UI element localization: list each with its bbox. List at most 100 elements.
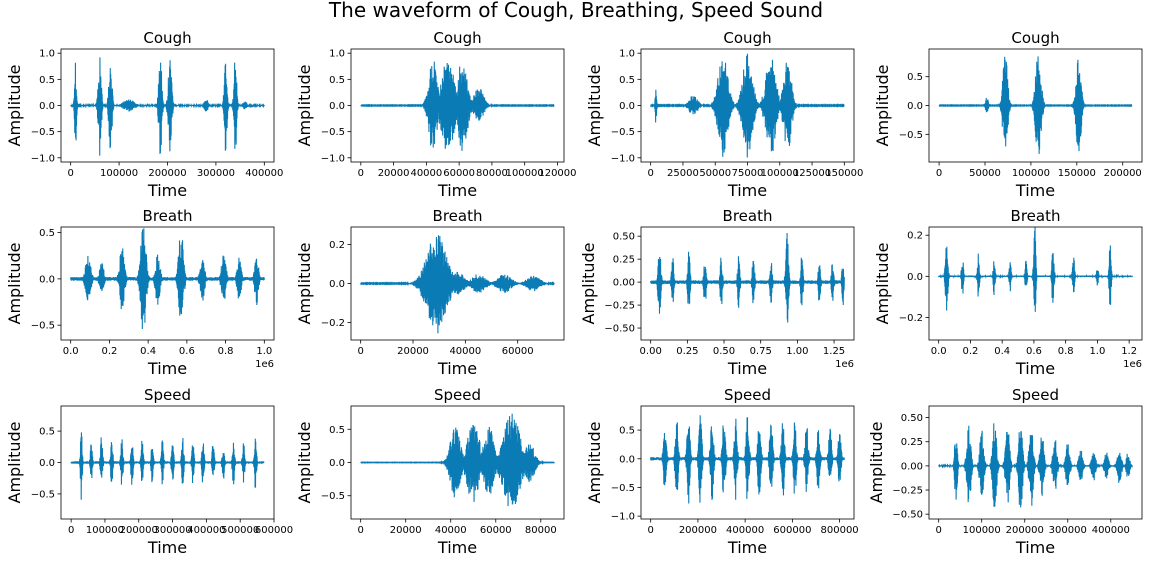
y-tick-label: 0.00 (901, 461, 923, 472)
y-tick-label: 0.0 (39, 458, 55, 469)
x-axis-label: Time (1015, 181, 1055, 200)
x-tick-label: 0.0 (931, 346, 947, 357)
x-tick-label: 20000 (378, 168, 410, 179)
subplot-6: 0 20000 40000 60000 −0.2 0.0 0.2 Breath Time Ampl… (295, 207, 565, 378)
y-tick-label: 0.5 (329, 425, 345, 436)
waveform-line (360, 61, 555, 151)
x-tick-label: 125000 (793, 168, 831, 179)
y-tick-label: −1.0 (611, 153, 635, 164)
waveform-line (70, 228, 265, 329)
x-tick-label: 50000 (969, 168, 1001, 179)
x-tick-label: 100000 (761, 168, 799, 179)
x-axis-label: Time (1015, 359, 1055, 378)
x-tick-label: 200000 (148, 168, 186, 179)
y-tick-label: 0.0 (329, 101, 345, 112)
waveform-line (70, 432, 265, 500)
subplot-1: 0 100000 200000 300000 400000 −1.0 −0.5 0.0 0.5 1… (5, 29, 283, 200)
y-tick-label: 0.5 (907, 72, 923, 83)
y-tick-label: −1.0 (31, 153, 55, 164)
x-tick-label: 0.4 (994, 346, 1010, 357)
subplot-4: 0 50000 100000 150000 200000 −0.5 0.0 0.5 Cough T… (873, 29, 1143, 200)
x-tick-label: 0.75 (750, 346, 772, 357)
x-tick-label: 0.2 (962, 346, 978, 357)
x-tick-label: 0.00 (640, 346, 662, 357)
x-tick-label: 1.0 (256, 346, 272, 357)
x-tick-label: 0 (357, 525, 363, 536)
waveform-line (938, 56, 1133, 154)
y-tick-label: 0.5 (619, 75, 635, 86)
y-tick-label: −0.5 (31, 489, 55, 500)
x-tick-label: 200000 (679, 525, 717, 536)
subplot-title: Cough (723, 29, 771, 47)
x-tick-label: 0.4 (140, 346, 156, 357)
x-tick-label: 75000 (732, 168, 764, 179)
y-tick-label: 0.0 (619, 101, 635, 112)
x-tick-label: 80000 (476, 168, 508, 179)
subplot-title: Speed (144, 386, 191, 404)
subplot-12: 0 100000 200000 300000 400000 −0.50 −0.25 0.00 0… (867, 386, 1143, 557)
x-axis-label: Time (147, 359, 187, 378)
x-tick-label: 200000 (1006, 525, 1044, 536)
y-tick-label: −0.25 (604, 301, 635, 312)
x-tick-label: 1.0 (1089, 346, 1105, 357)
y-tick-label: 0.0 (39, 274, 55, 285)
x-axis-label: Time (727, 538, 767, 557)
subplot-title: Breath (723, 207, 773, 225)
x-offset-text: 1e6 (255, 359, 274, 370)
x-tick-label: 100000 (506, 168, 544, 179)
y-tick-label: 0.0 (329, 458, 345, 469)
x-tick-label: 60000 (480, 525, 512, 536)
x-tick-label: 0.6 (1026, 346, 1042, 357)
y-tick-label: 1.0 (39, 49, 55, 60)
x-tick-label: 300000 (197, 168, 235, 179)
y-axis-label: Amplitude (295, 422, 314, 504)
figure-title: The waveform of Cough, Breathing, Speed … (328, 0, 823, 22)
y-axis-label: Amplitude (873, 65, 892, 147)
y-axis-label: Amplitude (5, 243, 24, 325)
x-tick-label: 400000 (726, 525, 764, 536)
waveform-line (650, 233, 845, 323)
x-axis-label: Time (1015, 538, 1055, 557)
subplot-title: Speed (1012, 386, 1059, 404)
x-axis-label: Time (437, 181, 477, 200)
x-tick-label: 800000 (821, 525, 859, 536)
y-tick-label: −0.2 (899, 313, 923, 324)
x-tick-label: 40000 (410, 168, 442, 179)
waveform-line (650, 415, 845, 504)
waveform-line (938, 423, 1133, 508)
y-tick-label: 0.0 (39, 101, 55, 112)
y-tick-label: 0.5 (619, 426, 635, 437)
subplot-title: Speed (434, 386, 481, 404)
subplot-title: Breath (433, 207, 483, 225)
x-tick-label: 0.0 (63, 346, 79, 357)
subplot-title: Speed (724, 386, 771, 404)
x-tick-label: 40000 (435, 525, 467, 536)
x-tick-label: 200000 (1104, 168, 1142, 179)
y-tick-label: −1.0 (611, 512, 635, 523)
y-tick-label: −0.5 (321, 491, 345, 502)
x-tick-label: 400000 (245, 168, 283, 179)
y-tick-label: 0.5 (39, 75, 55, 86)
x-tick-label: 40000 (449, 346, 481, 357)
subplot-title: Cough (433, 29, 481, 47)
axes-frame (640, 226, 855, 341)
y-axis-label: Amplitude (579, 243, 598, 325)
x-tick-label: 100000 (963, 525, 1001, 536)
x-tick-label: 0.6 (179, 346, 195, 357)
x-offset-text: 1e6 (1123, 359, 1142, 370)
x-axis-label: Time (727, 181, 767, 200)
x-tick-label: 60000 (443, 168, 475, 179)
y-tick-label: 0.0 (907, 272, 923, 283)
x-tick-label: 0.8 (218, 346, 234, 357)
y-tick-label: 0.2 (329, 240, 345, 251)
x-axis-label: Time (727, 359, 767, 378)
x-tick-label: 0 (935, 525, 941, 536)
x-tick-label: 0.25 (676, 346, 698, 357)
x-tick-label: 0 (647, 525, 653, 536)
x-tick-label: 150000 (825, 168, 863, 179)
axes-frame (640, 405, 855, 520)
